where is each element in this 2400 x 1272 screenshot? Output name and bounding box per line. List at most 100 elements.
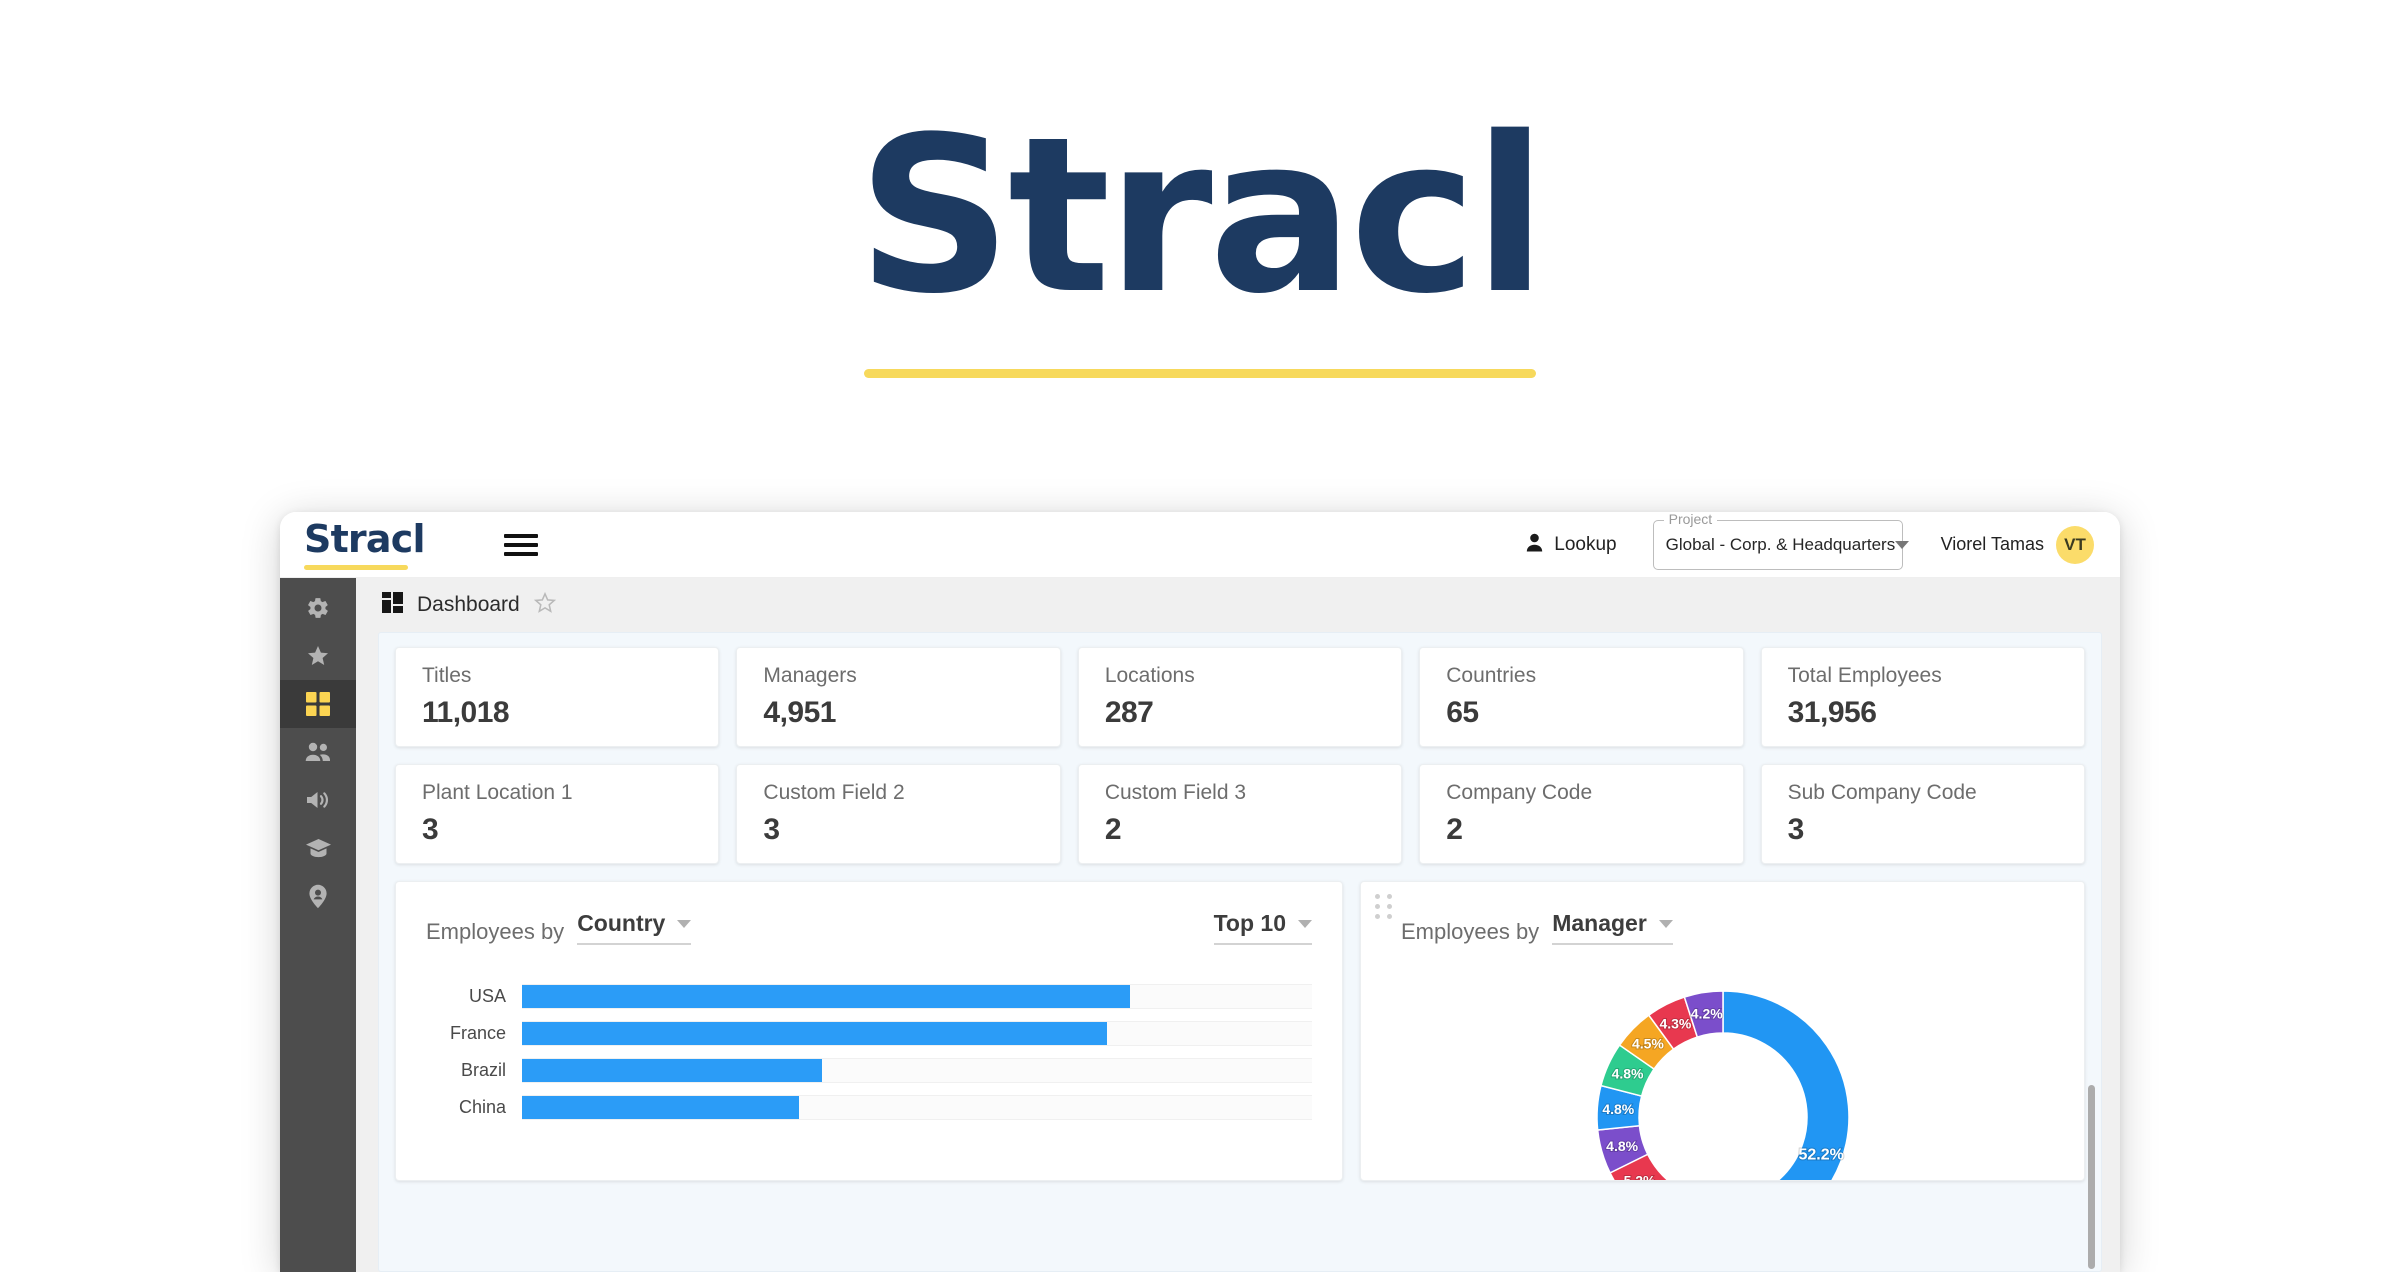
sidebar-item-announcements[interactable]: [280, 776, 356, 824]
kpi-card-titles[interactable]: Titles 11,018: [395, 647, 720, 747]
lookup-label: Lookup: [1554, 533, 1617, 555]
app-logo-text: Stracl: [304, 516, 425, 561]
kpi-value: 287: [1104, 696, 1154, 730]
project-select-legend: Project: [1663, 512, 1718, 527]
sidebar-item-locations[interactable]: [280, 872, 356, 920]
user-name: Viorel Tamas: [1940, 534, 2044, 554]
grip-dot: [1375, 894, 1380, 899]
bar-category-label: China: [458, 1097, 506, 1117]
drag-handle-icon[interactable]: [1375, 894, 1394, 919]
star-icon: [306, 644, 330, 668]
kpi-value: 3: [422, 813, 439, 847]
header-actions: Lookup Project Global - Corp. & Headquar…: [1526, 512, 2120, 570]
dimension-dropdown-value: Country: [577, 910, 666, 936]
hamburger-bar: [504, 551, 538, 556]
sidebar-item-dashboard[interactable]: [280, 680, 356, 728]
bar-fill[interactable]: [522, 985, 1131, 1008]
project-select[interactable]: Project Global - Corp. & Headquarters: [1652, 512, 1910, 570]
grip-dot: [1375, 914, 1380, 919]
widget-title-prefix: Employees by: [1401, 919, 1540, 944]
chevron-down-icon: [677, 919, 692, 928]
kpi-label: Titles: [422, 664, 472, 687]
donut-slice[interactable]: [1682, 990, 1724, 1038]
app-logo[interactable]: Stracl: [304, 516, 425, 570]
graduation-cap-icon: [305, 837, 332, 859]
kpi-card-custom-field-3[interactable]: Custom Field 3 2: [1077, 764, 1403, 864]
dashboard-grid-icon: [305, 691, 331, 717]
app-window: Stracl Lookup Project Global - Corp.: [280, 512, 2120, 1272]
bar-row: France: [426, 1018, 1312, 1049]
sidebar-item-learning[interactable]: [280, 824, 356, 872]
kpi-value: 4,951: [763, 696, 836, 730]
kpi-card-locations[interactable]: Locations 287: [1077, 647, 1403, 747]
scrollbar[interactable]: [2085, 689, 2097, 1271]
kpi-card-custom-field-2[interactable]: Custom Field 2 3: [736, 764, 1061, 864]
kpi-card-company-code[interactable]: Company Code 2: [1419, 764, 1744, 864]
kpi-label: Managers: [763, 664, 857, 687]
people-icon: [305, 741, 331, 763]
hamburger-menu-icon[interactable]: [504, 532, 538, 558]
donut-slice-label: 4.8%: [1602, 1101, 1634, 1117]
bar-category-label: Brazil: [460, 1060, 506, 1080]
donut-slice-label: 4.8%: [1611, 1065, 1643, 1081]
sidebar: [280, 578, 356, 1272]
kpi-card-plant-location-1[interactable]: Plant Location 1 3: [395, 764, 720, 864]
top-n-dropdown-value: Top 10: [1213, 910, 1286, 936]
dashboard-grid-icon: [382, 592, 403, 618]
chevron-down-icon: [1658, 919, 1673, 928]
kpi-label: Plant Location 1: [422, 781, 573, 804]
page-title: Dashboard: [417, 593, 520, 616]
hero-banner: Stracl: [0, 0, 2400, 520]
dashboard-pane: Titles 11,018 Managers 4,951 Locations 2…: [378, 632, 2102, 1272]
widget-title-prefix: Employees by: [426, 919, 565, 944]
kpi-label: Locations: [1104, 664, 1195, 687]
donut-slice-label: 4.5%: [1631, 1036, 1663, 1052]
chevron-down-icon: [1298, 919, 1312, 928]
app-body: Dashboard Titles 11,018 Managers: [280, 578, 2120, 1272]
widget-row: Employees by Country Top 10: [395, 881, 2085, 1181]
scrollbar-thumb[interactable]: [2088, 1085, 2095, 1269]
donut-chart: 52.2% 5.2% 4.8% 4.8% 4.8% 4.5% 4.3% 4.2%: [1573, 967, 1873, 1181]
star-outline-icon[interactable]: [533, 591, 556, 619]
kpi-label: Company Code: [1446, 781, 1593, 804]
kpi-label: Custom Field 2: [763, 781, 905, 804]
gear-icon: [306, 596, 330, 620]
sidebar-item-favorites[interactable]: [280, 632, 356, 680]
grip-dot: [1387, 894, 1392, 899]
bar-fill[interactable]: [522, 1096, 799, 1119]
app-header: Stracl Lookup Project Global - Corp.: [280, 512, 2120, 578]
grip-dot: [1375, 904, 1380, 909]
kpi-card-countries[interactable]: Countries 65: [1419, 647, 1744, 747]
top-n-dropdown[interactable]: Top 10: [1213, 910, 1312, 945]
kpi-label: Custom Field 3: [1104, 781, 1247, 804]
hamburger-bar: [504, 533, 538, 538]
main-content: Dashboard Titles 11,018 Managers: [356, 578, 2120, 1272]
breadcrumb: Dashboard: [356, 578, 2120, 632]
dimension-dropdown-manager[interactable]: Manager: [1552, 910, 1673, 945]
hamburger-bar: [504, 542, 538, 547]
kpi-card-managers[interactable]: Managers 4,951: [736, 647, 1061, 747]
widget-header: Employees by Country Top 10: [426, 910, 1312, 945]
donut-slice[interactable]: [1639, 990, 1850, 1181]
sidebar-item-settings[interactable]: [280, 584, 356, 632]
sidebar-item-people[interactable]: [280, 728, 356, 776]
kpi-value: 3: [1787, 813, 1805, 847]
kpi-card-total-employees[interactable]: Total Employees 31,956: [1760, 647, 2086, 747]
kpi-value: 2: [1446, 813, 1463, 847]
bar-fill[interactable]: [522, 1059, 823, 1082]
lookup-button[interactable]: Lookup: [1526, 533, 1617, 557]
dimension-dropdown-country[interactable]: Country: [577, 910, 692, 945]
project-select-value: Global - Corp. & Headquarters: [1665, 534, 1896, 554]
bar-track: [522, 1095, 1312, 1120]
person-icon: [1526, 533, 1543, 557]
grip-dot: [1387, 914, 1392, 919]
user-menu[interactable]: Viorel Tamas VT: [1940, 525, 2094, 564]
kpi-card-sub-company-code[interactable]: Sub Company Code 3: [1760, 764, 2086, 864]
kpi-value: 65: [1446, 696, 1479, 730]
bar-track: [522, 1058, 1312, 1083]
bar-fill[interactable]: [522, 1022, 1107, 1045]
kpi-label: Total Employees: [1787, 664, 1942, 687]
bar-category-label: France: [449, 1023, 506, 1043]
donut-slice-label: 4.3%: [1659, 1015, 1691, 1031]
bar-row: China: [426, 1092, 1312, 1123]
